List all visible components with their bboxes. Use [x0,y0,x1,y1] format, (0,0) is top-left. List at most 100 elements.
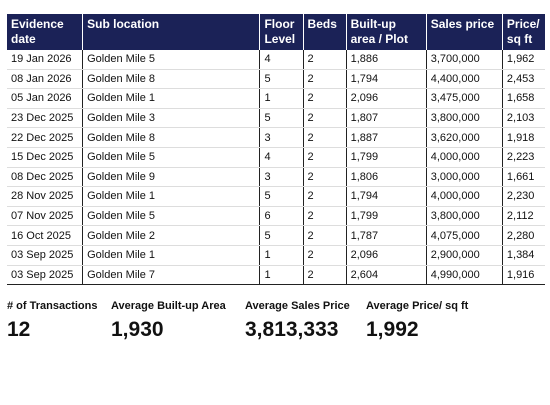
table-cell: 23 Dec 2025 [7,108,83,129]
summary-label: Average Price/ sq ft [366,300,469,312]
summary-label: Average Sales Price [245,300,350,312]
summary-label: # of Transactions [7,300,98,312]
table-cell: 2,223 [501,147,545,168]
table-cell: 2 [302,167,347,188]
table-cell: 2,280 [501,225,545,246]
column-header: Built-up area / Plot [345,14,427,50]
table-cell: 16 Oct 2025 [7,225,83,246]
table-cell: 2,103 [501,108,545,129]
table-row: 23 Dec 2025 Golden Mile 3 5 2 1,807 3,800,000… [7,108,545,129]
table-cell: 2 [302,69,347,90]
table-cell: 2 [302,186,347,207]
summary-cell: Average Built-up Area 1,930 [111,300,245,356]
table-cell: 1 [259,245,304,266]
table-cell: 1,794 [345,69,427,90]
table-cell: 1,887 [345,127,427,148]
table-cell: 03 Sep 2025 [7,265,83,286]
table-cell: 2 [302,225,347,246]
column-header: Beds [302,14,347,50]
table-cell: 1 [259,88,304,109]
table-cell: Golden Mile 8 [82,127,260,148]
table-cell: 07 Nov 2025 [7,206,83,227]
table-cell: Golden Mile 1 [82,88,260,109]
column-header: Evidence date [7,14,83,50]
table-row: 07 Nov 2025 Golden Mile 5 6 2 1,799 3,800,000… [7,206,545,227]
table-cell: 1,807 [345,108,427,129]
table-cell: 1,918 [501,127,545,148]
table-cell: Golden Mile 2 [82,225,260,246]
table-cell: Golden Mile 5 [82,147,260,168]
summary-value: 12 [7,318,31,341]
table-cell: Golden Mile 1 [82,186,260,207]
table-cell: 6 [259,206,304,227]
column-header: Price/ sq ft [501,14,545,50]
table-body: 19 Jan 2026 Golden Mile 5 4 2 1,886 3,700,000… [7,50,545,286]
table-cell: 05 Jan 2026 [7,88,83,109]
table-cell: 2,604 [345,265,427,286]
table-cell: 28 Nov 2025 [7,186,83,207]
table-cell: 2 [302,88,347,109]
summary-cell: Average Sales Price 3,813,333 [245,300,366,356]
summary-value: 1,992 [366,318,419,341]
table-cell: 2,230 [501,186,545,207]
column-header: Floor Level [259,14,304,50]
table-cell: 1,806 [345,167,427,188]
table-cell: 4 [259,147,304,168]
table-cell: Golden Mile 5 [82,206,260,227]
table-cell: 2 [302,127,347,148]
table-cell: 1,384 [501,245,545,266]
table-cell: Golden Mile 5 [82,50,260,70]
table-cell: 4,990,000 [425,265,503,286]
header-row: Evidence date Sub location Floor Level Beds… [7,14,545,50]
table-cell: 15 Dec 2025 [7,147,83,168]
table-cell: 1,962 [501,50,545,70]
table-cell: 2,096 [345,88,427,109]
table-cell: 3,700,000 [425,50,503,70]
table-cell: 2,096 [345,245,427,266]
table-cell: 2 [302,265,347,286]
table-cell: 1,886 [345,50,427,70]
table-cell: 2,112 [501,206,545,227]
column-header: Sub location [82,14,260,50]
table-cell: 1,799 [345,206,427,227]
table-cell: 22 Dec 2025 [7,127,83,148]
table-row: 28 Nov 2025 Golden Mile 1 5 2 1,794 4,000,000… [7,186,545,207]
summary-cell: # of Transactions 12 [7,300,111,356]
table-cell: 4,075,000 [425,225,503,246]
summary-value: 3,813,333 [245,318,339,341]
table-cell: 5 [259,69,304,90]
column-header: Sales price [425,14,503,50]
table-cell: 1,658 [501,88,545,109]
table-row: 16 Oct 2025 Golden Mile 2 5 2 1,787 4,075,000… [7,225,545,246]
table-cell: 2,453 [501,69,545,90]
summary: # of Transactions 12 Average Built-up Area… [7,300,545,356]
transactions-table: Evidence date Sub location Floor Level Beds… [7,14,545,286]
table-row: 03 Sep 2025 Golden Mile 7 1 2 2,604 4,990,000… [7,265,545,286]
table-cell: 19 Jan 2026 [7,50,83,70]
table-cell: Golden Mile 9 [82,167,260,188]
table-cell: Golden Mile 3 [82,108,260,129]
table-cell: 2 [302,108,347,129]
table-row: 19 Jan 2026 Golden Mile 5 4 2 1,886 3,700,000… [7,50,545,70]
table-cell: 5 [259,186,304,207]
summary-value: 1,930 [111,318,164,341]
table-cell: 08 Dec 2025 [7,167,83,188]
table-cell: 08 Jan 2026 [7,69,83,90]
table-cell: 4,400,000 [425,69,503,90]
table-row: 15 Dec 2025 Golden Mile 5 4 2 1,799 4,000,000… [7,147,545,168]
table-cell: 1,916 [501,265,545,286]
table-cell: 3,620,000 [425,127,503,148]
table-cell: 2,900,000 [425,245,503,266]
table-cell: 1,787 [345,225,427,246]
table-row: 05 Jan 2026 Golden Mile 1 1 2 2,096 3,475,000… [7,88,545,109]
table-row: 08 Dec 2025 Golden Mile 9 3 2 1,806 3,000,000… [7,167,545,188]
table-cell: 1,794 [345,186,427,207]
table-cell: 3,800,000 [425,108,503,129]
table-cell: 2 [302,147,347,168]
table-cell: 4 [259,50,304,70]
table-cell: 3 [259,127,304,148]
table-cell: Golden Mile 1 [82,245,260,266]
table-cell: 5 [259,225,304,246]
table-cell: 4,000,000 [425,147,503,168]
